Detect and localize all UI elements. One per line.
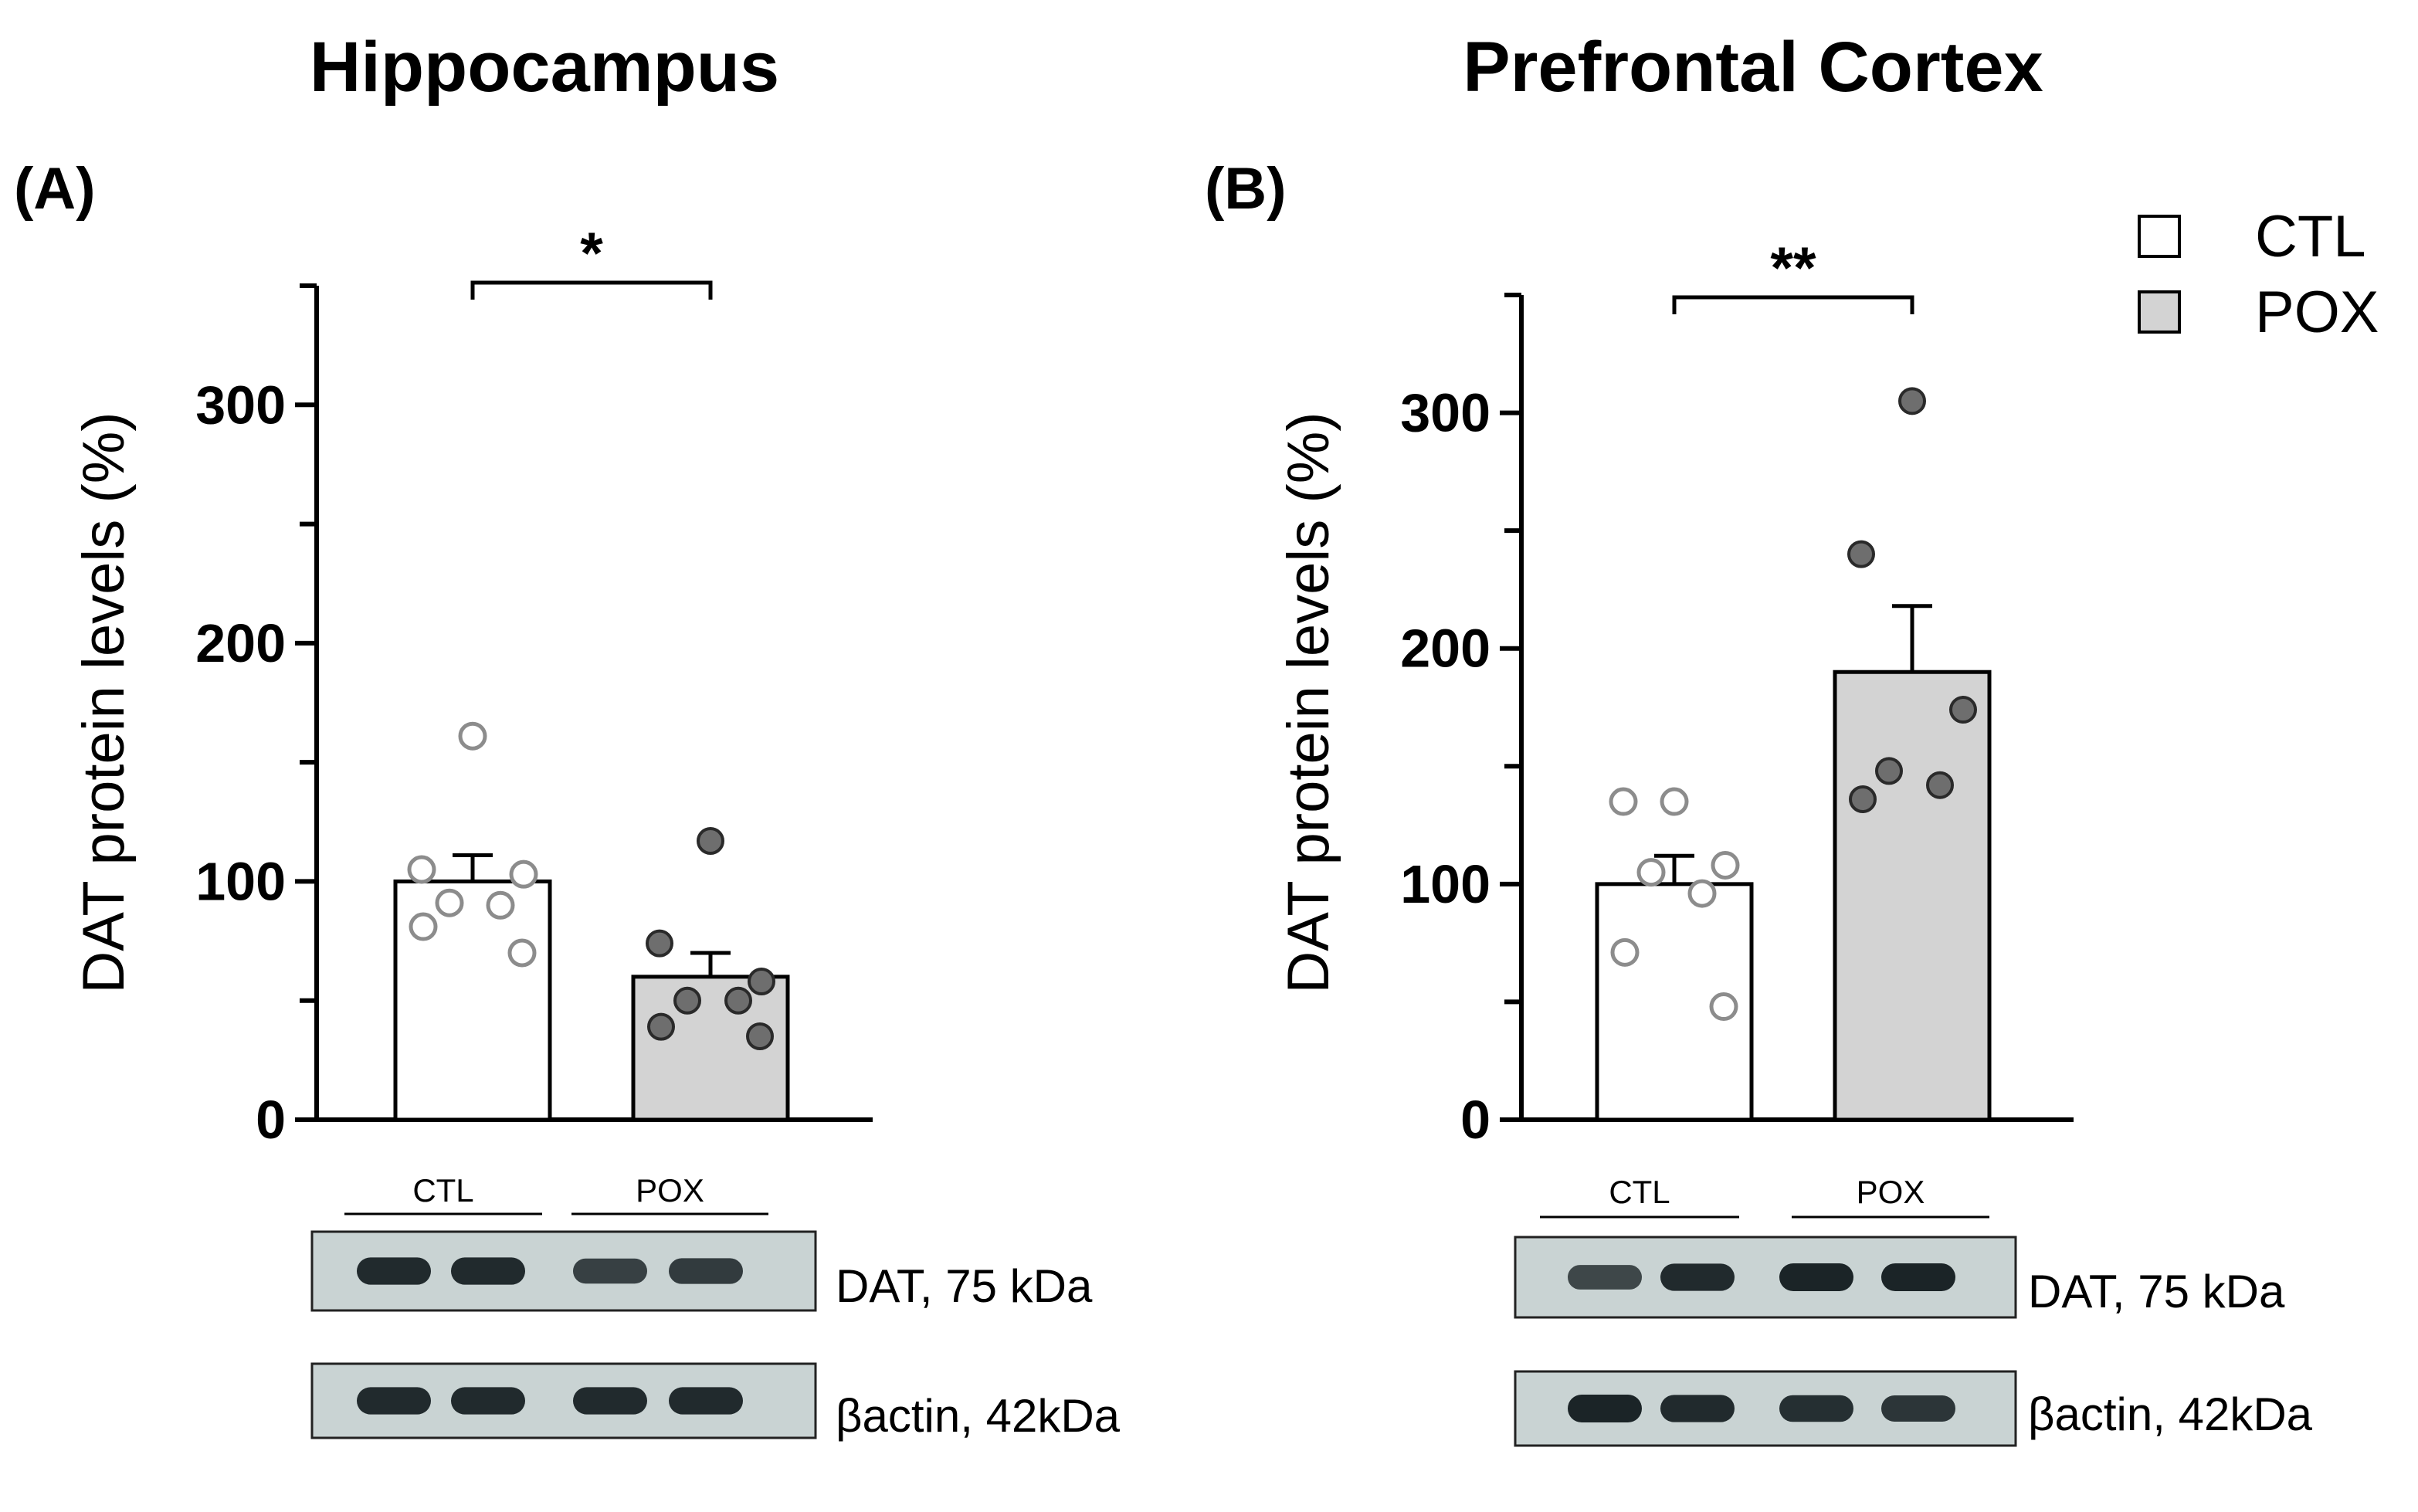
y-tick-label: 300 [1400,383,1490,443]
y-tick-label: 200 [1400,619,1490,679]
data-point-pox [673,986,701,1015]
blot-band [451,1387,525,1415]
blot-row-label: βactin, 42kDa [836,1390,1121,1442]
y-tick-label: 100 [1400,854,1490,914]
data-point-pox [724,986,752,1015]
data-point-pox [1949,696,1977,724]
panel-a-western-blot: CTL POX DAT, 75 kDa βactin, 42kDa [310,1172,1121,1442]
legend-swatch-pox [2138,290,2181,334]
y-tick-label: 100 [195,851,286,911]
data-point-ctl [507,938,537,968]
panel-b-western-blot: CTL POX DAT, 75 kDa βactin, 42kDa [1514,1174,2313,1447]
data-point-pox [697,826,724,855]
significance-bracket [1672,295,1914,314]
blot-band [1779,1263,1853,1291]
data-point-pox [1849,785,1877,814]
data-point-ctl [1709,992,1738,1022]
legend: CTL POX [2138,204,2379,345]
blot-band [357,1257,431,1285]
significance-marker: * [580,221,603,286]
data-point-ctl [1711,850,1740,880]
data-point-ctl [1660,787,1689,816]
data-point-ctl [407,855,436,884]
y-tick-label: 200 [195,613,286,673]
panel-a-label: (A) [14,156,96,222]
panel-b-ylabel: DAT protein levels (%) [1276,412,1341,993]
legend-swatch-ctl [2138,215,2181,258]
blot-band [1568,1265,1642,1290]
data-point-pox [646,929,673,958]
blot-band [1568,1395,1642,1422]
data-point-ctl [509,859,538,889]
panel-b-plot: 0 100 200 300 ** [1400,236,2074,1150]
y-tick-label: 300 [195,375,286,435]
data-point-pox [647,1012,675,1041]
blot-row-label: DAT, 75 kDa [2028,1266,2285,1317]
data-point-ctl [486,890,515,920]
blot-band [573,1387,647,1415]
significance-marker: ** [1770,236,1816,301]
blot-group-label: CTL [1609,1174,1670,1210]
significance-bracket [470,280,713,300]
data-point-ctl [458,721,487,751]
y-tick-label: 0 [256,1090,286,1150]
data-point-pox [1926,771,1954,799]
blot-band [357,1387,431,1415]
blot-group-label: CTL [412,1172,473,1209]
panel-a-title: Hippocampus [310,28,779,107]
blot-band [1881,1263,1955,1291]
data-point-ctl [1687,879,1717,908]
bar-pox [1833,670,1992,1122]
data-point-ctl [1610,937,1640,967]
y-tick-label: 0 [1460,1090,1490,1150]
data-point-ctl [1609,787,1638,816]
blot-group-label: POX [636,1172,704,1209]
data-point-pox [1875,757,1903,785]
blot-group-label: POX [1857,1174,1925,1210]
blot-row-label: DAT, 75 kDa [836,1260,1093,1312]
blot-band [669,1258,743,1284]
panel-b-title: Prefrontal Cortex [1463,28,2043,107]
blot-band [669,1387,743,1415]
blot-band [1660,1395,1735,1422]
blot-band [1660,1263,1735,1291]
blot-band [451,1257,525,1285]
data-point-ctl [409,912,438,941]
data-point-ctl [1636,858,1666,887]
data-point-ctl [435,888,464,917]
panel-a-ylabel: DAT protein levels (%) [71,412,137,993]
data-point-pox [746,1022,774,1050]
blot-row-label: βactin, 42kDa [2028,1388,2313,1440]
panel-a-plot: 0 100 200 300 * [195,221,873,1150]
data-point-pox [748,968,775,996]
blot-band [573,1258,647,1284]
panel-b-label: (B) [1205,156,1287,222]
legend-label-ctl: CTL [2255,204,2366,270]
data-point-pox [1847,540,1875,568]
data-point-pox [1898,387,1926,415]
blot-band [1881,1395,1955,1422]
legend-label-pox: POX [2255,280,2379,345]
blot-band [1779,1395,1853,1422]
